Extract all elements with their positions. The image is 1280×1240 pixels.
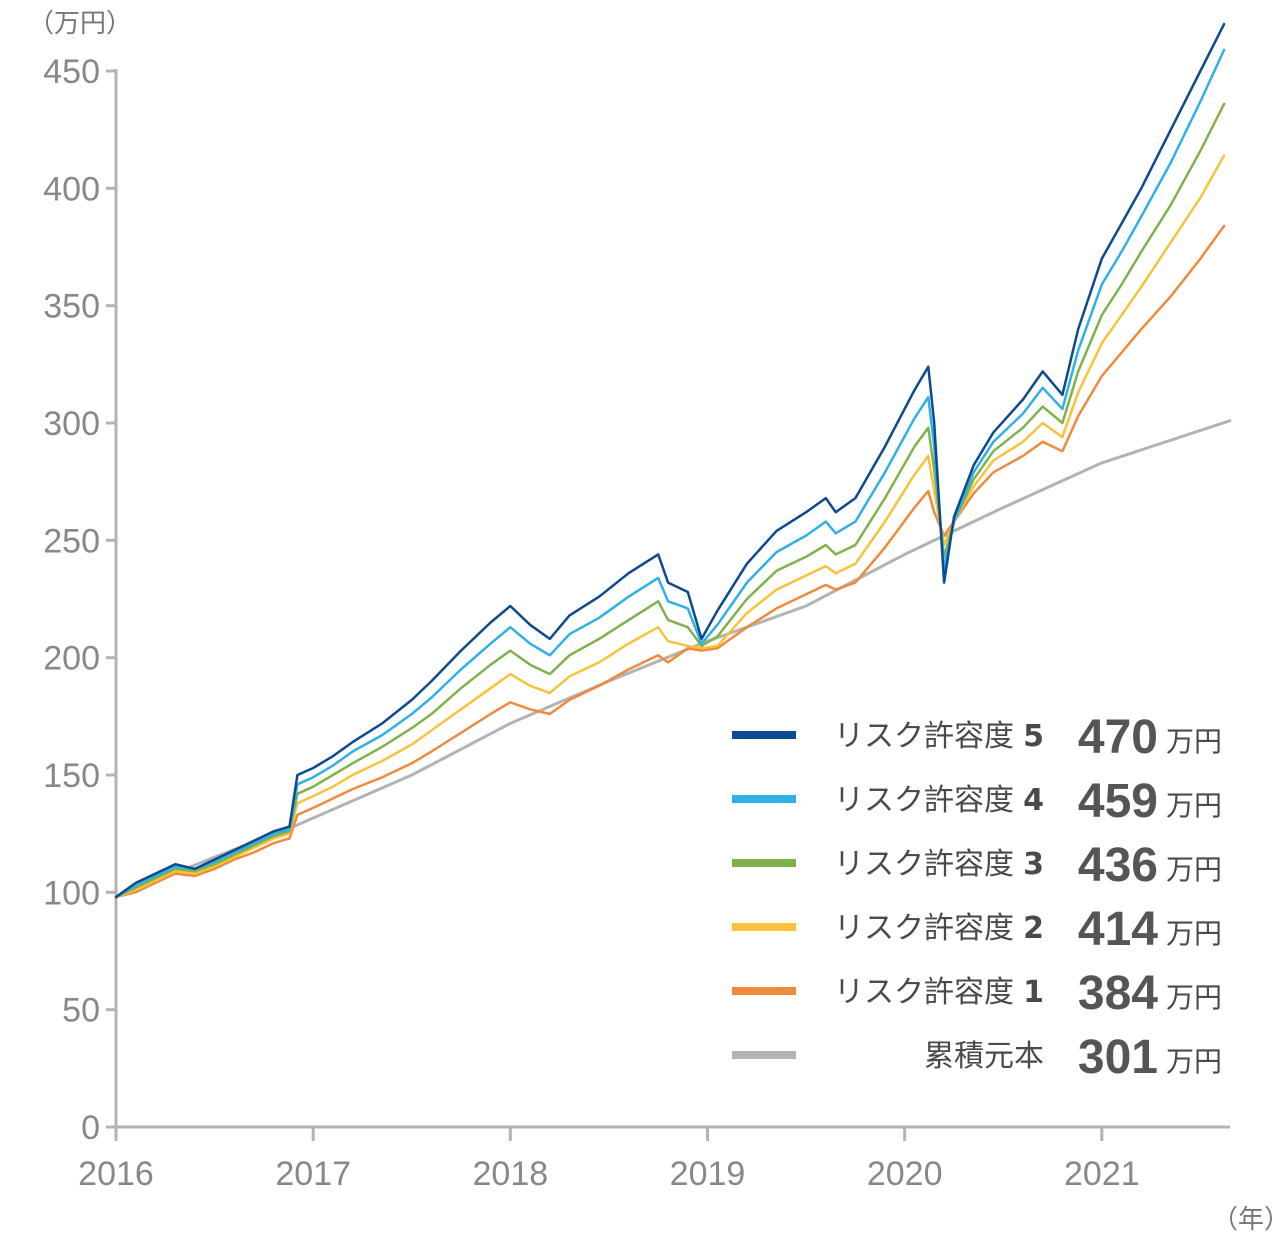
legend-label: リスク許容度 bbox=[834, 911, 1014, 946]
y-tick-label: 150 bbox=[43, 757, 100, 795]
legend-unit: 万円 bbox=[1166, 1045, 1222, 1078]
x-tick-label: 2016 bbox=[78, 1155, 154, 1193]
x-tick-label: 2018 bbox=[473, 1155, 549, 1193]
x-tick-label: 2019 bbox=[670, 1155, 746, 1193]
y-tick-label: 50 bbox=[62, 992, 100, 1030]
y-tick-label: 400 bbox=[43, 170, 100, 208]
series-line-risk-1 bbox=[114, 224, 1226, 899]
legend-unit: 万円 bbox=[1166, 853, 1222, 886]
legend-final-value: 470 bbox=[1078, 711, 1158, 764]
x-axis: 2016 2017 2018 2019 2020 2021 bbox=[78, 1125, 1230, 1193]
legend-final-value: 459 bbox=[1078, 775, 1158, 828]
legend-unit: 万円 bbox=[1166, 981, 1222, 1014]
legend-item: リスク許容度 4 459 万円 bbox=[732, 775, 1222, 828]
series-line-risk-4 bbox=[114, 48, 1226, 899]
legend-item: リスク許容度 3 436 万円 bbox=[732, 839, 1222, 892]
x-tick-label: 2021 bbox=[1064, 1155, 1140, 1193]
y-tick-label: 300 bbox=[43, 405, 100, 443]
legend-item: リスク許容度 5 470 万円 bbox=[732, 711, 1222, 764]
y-tick-label: 250 bbox=[43, 522, 100, 560]
legend-final-value: 301 bbox=[1078, 1031, 1158, 1084]
legend-final-value: 414 bbox=[1078, 903, 1158, 956]
series-line-risk-2 bbox=[114, 154, 1226, 899]
y-tick-label: 200 bbox=[43, 640, 100, 678]
legend-level: 1 bbox=[1023, 975, 1044, 1010]
x-unit-label: （年） bbox=[1212, 1205, 1280, 1235]
y-tick-label: 0 bbox=[81, 1109, 100, 1147]
x-tick-label: 2020 bbox=[867, 1155, 943, 1193]
series-line-risk-3 bbox=[114, 102, 1226, 899]
y-tick-label: 450 bbox=[43, 53, 100, 91]
legend-level: 4 bbox=[1023, 783, 1044, 818]
legend-final-value: 436 bbox=[1078, 839, 1158, 892]
y-axis: 0 50 100 150 200 250 300 350 400 450 bbox=[43, 53, 118, 1147]
legend-label: リスク許容度 bbox=[834, 719, 1014, 754]
series-lines bbox=[114, 22, 1232, 899]
legend-item: リスク許容度 2 414 万円 bbox=[732, 903, 1222, 956]
legend-label: リスク許容度 bbox=[834, 847, 1014, 882]
x-tick-label: 2017 bbox=[275, 1155, 351, 1193]
legend-label: リスク許容度 bbox=[834, 783, 1014, 818]
legend-unit: 万円 bbox=[1166, 789, 1222, 822]
legend-level: 2 bbox=[1023, 911, 1044, 946]
y-tick-label: 350 bbox=[43, 288, 100, 326]
legend-label: リスク許容度 bbox=[834, 975, 1014, 1010]
legend-level: 3 bbox=[1023, 847, 1044, 882]
y-tick-label: 100 bbox=[43, 874, 100, 912]
legend-unit: 万円 bbox=[1166, 917, 1222, 950]
legend-level: 5 bbox=[1023, 719, 1044, 754]
legend-item: 累積元本 301 万円 bbox=[732, 1031, 1222, 1084]
legend-final-value: 384 bbox=[1078, 967, 1158, 1020]
legend-label: 累積元本 bbox=[924, 1039, 1044, 1074]
legend-item: リスク許容度 1 384 万円 bbox=[732, 967, 1222, 1020]
y-unit-label: （万円） bbox=[28, 9, 132, 39]
legend-unit: 万円 bbox=[1166, 725, 1222, 758]
series-line-risk-5 bbox=[114, 22, 1226, 899]
